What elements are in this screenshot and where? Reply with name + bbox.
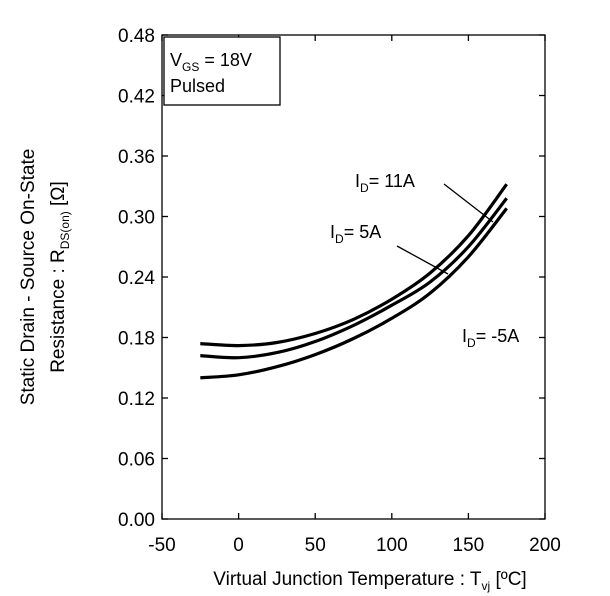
x-tick-label: 50 <box>305 535 326 556</box>
series-lines <box>200 183 508 380</box>
y-axis-title-line1: Static Drain - Source On-State <box>18 149 39 406</box>
y-tick-label: 0.18 <box>118 329 155 350</box>
legend-pulsed: Pulsed <box>170 76 225 96</box>
x-tick-label: 100 <box>376 535 408 556</box>
legend-box <box>163 36 281 106</box>
series-line-0 <box>200 183 508 348</box>
annotation-11a: ID= 11A <box>355 171 415 195</box>
leader-5a <box>396 245 449 275</box>
y-tick-label: 0.06 <box>118 450 155 471</box>
annotation-neg5a: ID= -5A <box>462 326 519 350</box>
y-tick-label: 0.36 <box>118 147 155 168</box>
x-tick-label: -50 <box>148 535 175 556</box>
x-tick-label: 150 <box>453 535 485 556</box>
y-tick-label: 0.12 <box>118 389 155 410</box>
y-tick-label: 0.48 <box>118 26 155 47</box>
x-tick-label: 200 <box>529 535 561 556</box>
y-tick-label: 0.00 <box>118 510 155 531</box>
y-tick-label: 0.42 <box>118 87 155 108</box>
series-line-1 <box>200 197 508 360</box>
y-tick-label: 0.24 <box>118 268 155 289</box>
series-line-2 <box>200 207 508 380</box>
axis-ticks <box>161 34 546 520</box>
leader-11a <box>443 183 494 223</box>
x-axis-title: Virtual Junction Temperature : Tvj [ºC] <box>213 569 526 593</box>
annotation-5a: ID= 5A <box>330 222 381 246</box>
x-tick-label: 0 <box>233 535 244 556</box>
plot-area <box>161 34 546 520</box>
y-tick-label: 0.30 <box>118 208 155 229</box>
legend-vgs: VGS = 18V <box>170 50 252 74</box>
axis-tick-labels: 0.00 0.06 0.12 0.18 0.24 0.30 0.36 0.42 0.48 -50 0… <box>118 26 561 556</box>
y-axis-title-line2: Resistance : RDS(on) [Ω] <box>48 181 72 373</box>
